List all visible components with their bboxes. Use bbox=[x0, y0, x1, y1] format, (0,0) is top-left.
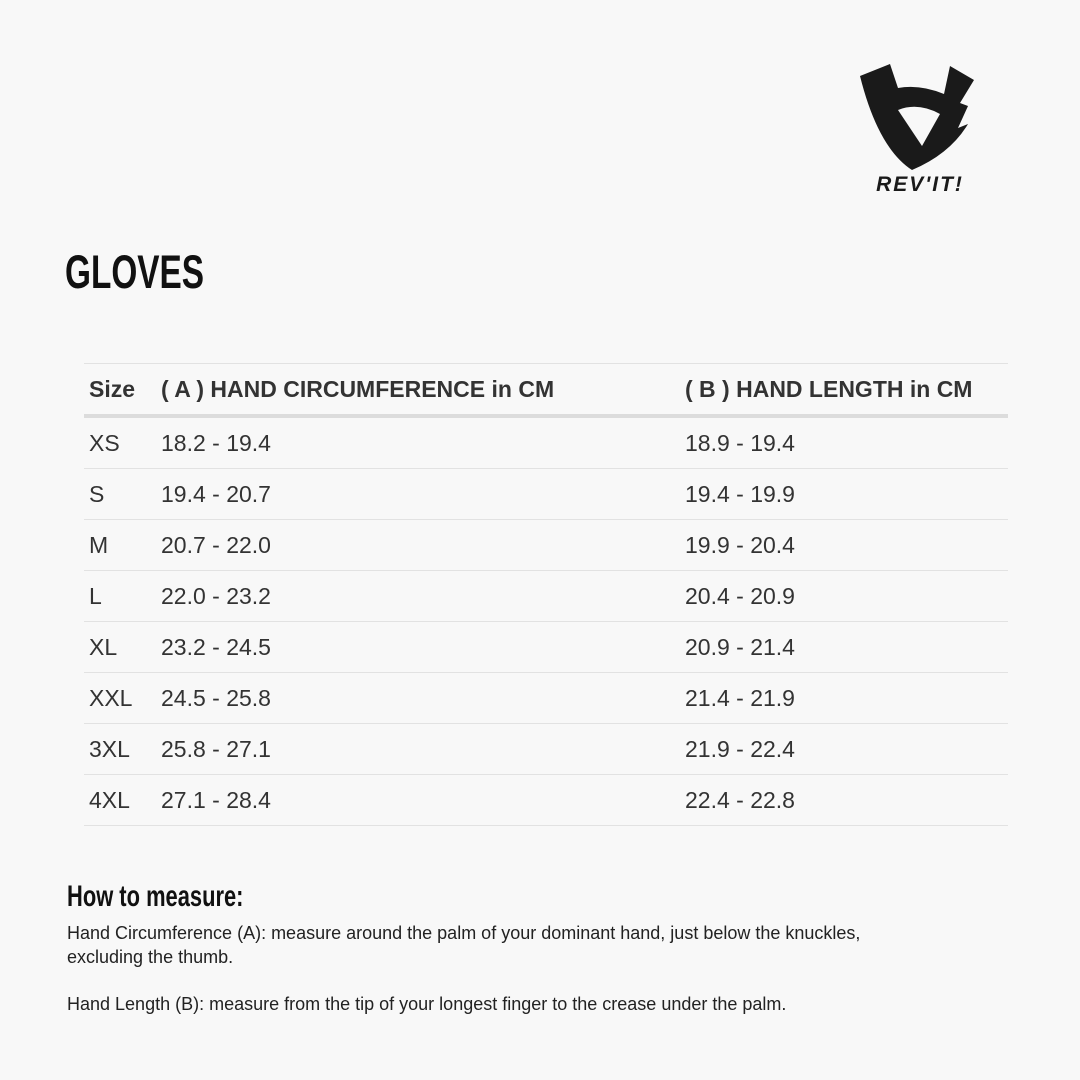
size-cell: XL bbox=[84, 621, 156, 673]
table-row: XXL 24.5 - 25.8 21.4 - 21.9 bbox=[84, 672, 1008, 724]
circumference-cell: 19.4 - 20.7 bbox=[156, 468, 680, 520]
circumference-cell: 22.0 - 23.2 bbox=[156, 570, 680, 622]
size-cell: XS bbox=[84, 416, 156, 469]
header-size: Size bbox=[84, 363, 156, 418]
circumference-cell: 18.2 - 19.4 bbox=[156, 416, 680, 469]
size-cell: 3XL bbox=[84, 723, 156, 775]
size-cell: L bbox=[84, 570, 156, 622]
circumference-cell: 20.7 - 22.0 bbox=[156, 519, 680, 571]
table-row: 4XL 27.1 - 28.4 22.4 - 22.8 bbox=[84, 774, 1008, 826]
table-row: L 22.0 - 23.2 20.4 - 20.9 bbox=[84, 570, 1008, 622]
length-cell: 19.4 - 19.9 bbox=[680, 468, 1008, 520]
table-header-row: Size ( A ) HAND CIRCUMFERENCE in CM ( B … bbox=[84, 363, 1008, 418]
how-to-measure-heading: How to measure: bbox=[67, 880, 244, 913]
circumference-cell: 27.1 - 28.4 bbox=[156, 774, 680, 826]
length-cell: 20.4 - 20.9 bbox=[680, 570, 1008, 622]
table-row: S 19.4 - 20.7 19.4 - 19.9 bbox=[84, 468, 1008, 520]
header-circumference: ( A ) HAND CIRCUMFERENCE in CM bbox=[156, 363, 680, 418]
circumference-instructions: Hand Circumference (A): measure around t… bbox=[67, 921, 907, 969]
size-cell: 4XL bbox=[84, 774, 156, 826]
table-row: XL 23.2 - 24.5 20.9 - 21.4 bbox=[84, 621, 1008, 673]
length-cell: 22.4 - 22.8 bbox=[680, 774, 1008, 826]
size-cell: S bbox=[84, 468, 156, 520]
length-cell: 21.4 - 21.9 bbox=[680, 672, 1008, 724]
circumference-cell: 25.8 - 27.1 bbox=[156, 723, 680, 775]
length-instructions: Hand Length (B): measure from the tip of… bbox=[67, 994, 787, 1014]
size-cell: XXL bbox=[84, 672, 156, 724]
length-cell: 21.9 - 22.4 bbox=[680, 723, 1008, 775]
table-row: M 20.7 - 22.0 19.9 - 20.4 bbox=[84, 519, 1008, 571]
circumference-line-2: excluding the thumb. bbox=[67, 947, 234, 967]
size-cell: M bbox=[84, 519, 156, 571]
length-cell: 18.9 - 19.4 bbox=[680, 416, 1008, 469]
length-cell: 20.9 - 21.4 bbox=[680, 621, 1008, 673]
size-table: Size ( A ) HAND CIRCUMFERENCE in CM ( B … bbox=[84, 363, 1008, 826]
page-title: GLOVES bbox=[65, 245, 205, 298]
circumference-cell: 24.5 - 25.8 bbox=[156, 672, 680, 724]
table-row: 3XL 25.8 - 27.1 21.9 - 22.4 bbox=[84, 723, 1008, 775]
logo-text: REV'IT! bbox=[876, 173, 964, 196]
circumference-cell: 23.2 - 24.5 bbox=[156, 621, 680, 673]
revit-logo: REV'IT! bbox=[860, 64, 974, 196]
table-row: XS 18.2 - 19.4 18.9 - 19.4 bbox=[84, 416, 1008, 469]
header-length: ( B ) HAND LENGTH in CM bbox=[680, 363, 1008, 418]
length-cell: 19.9 - 20.4 bbox=[680, 519, 1008, 571]
circumference-line-1: Hand Circumference (A): measure around t… bbox=[67, 923, 861, 943]
